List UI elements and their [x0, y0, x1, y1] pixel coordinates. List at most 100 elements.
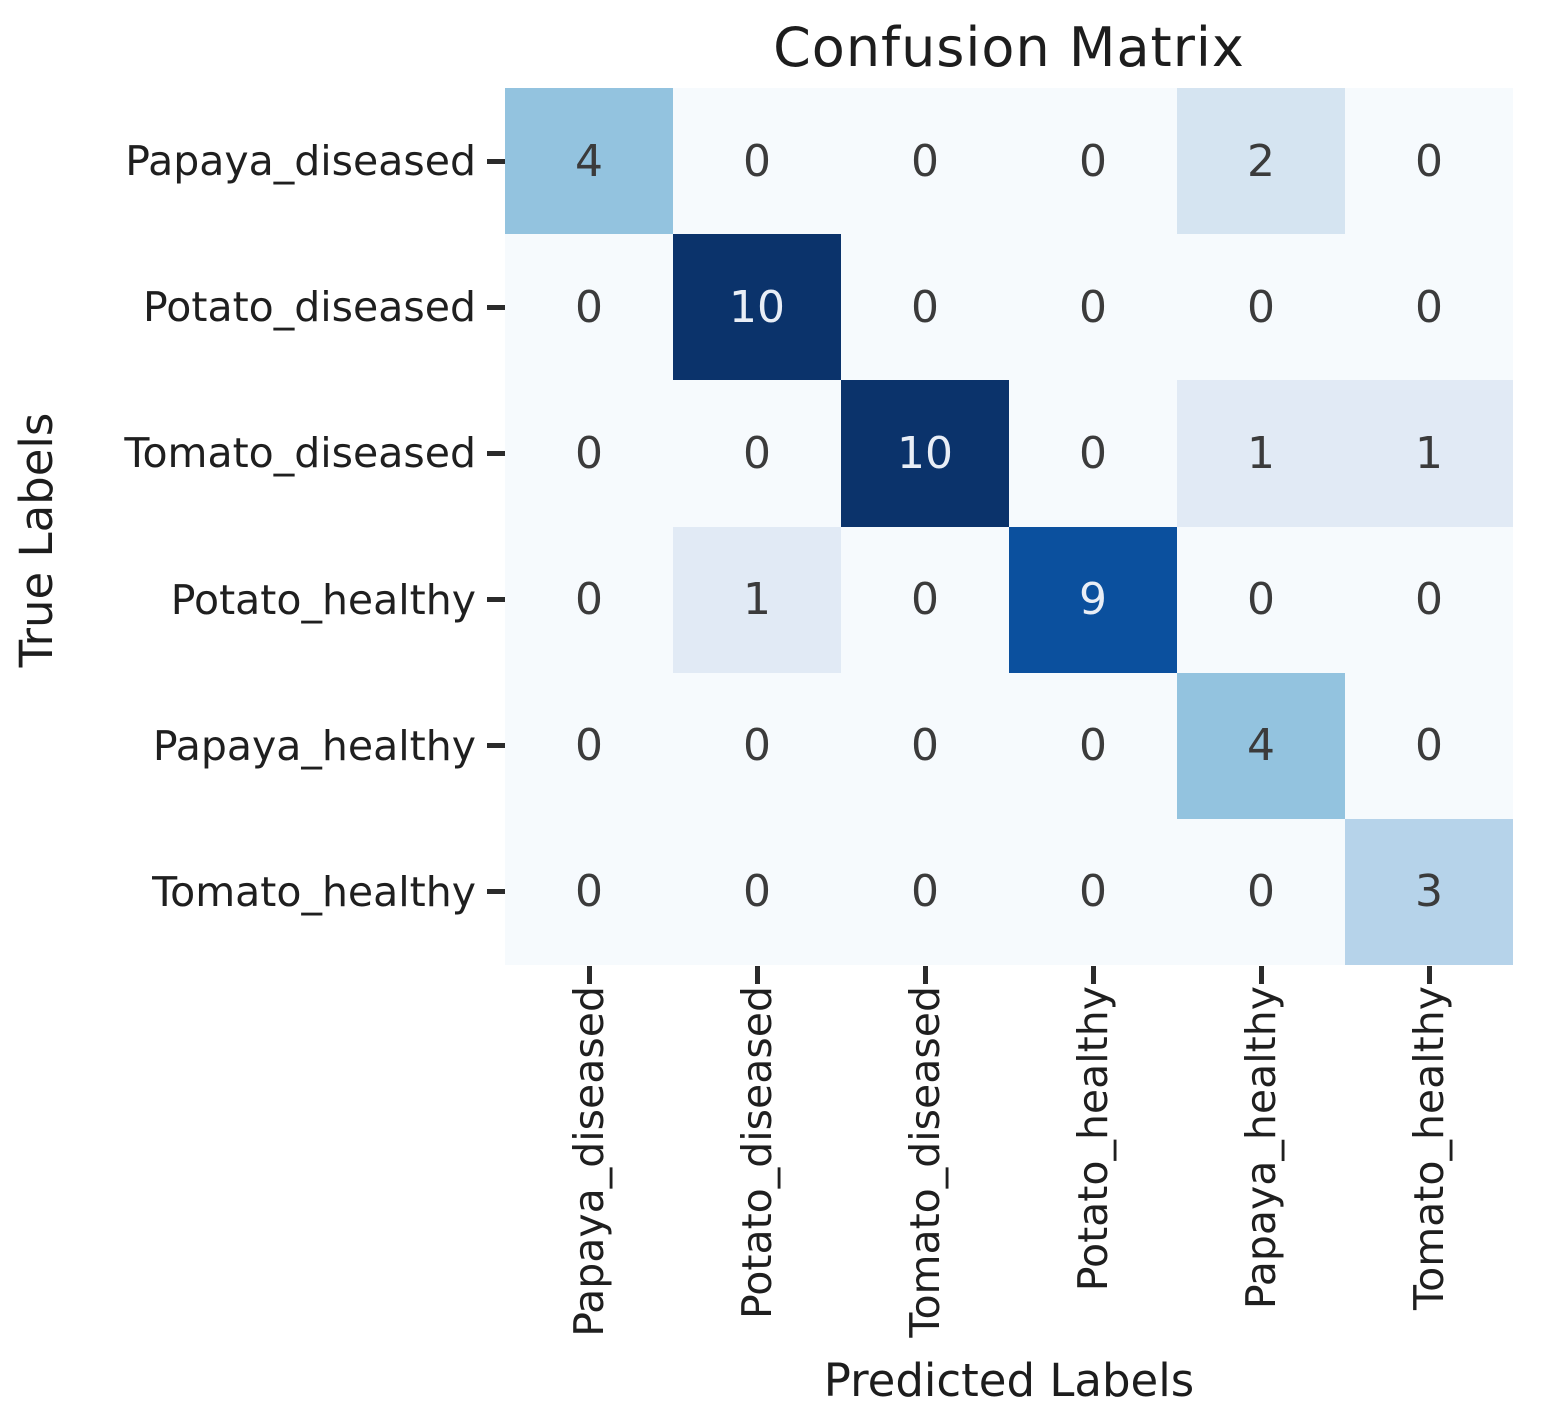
cell-value: 0 — [575, 281, 603, 333]
heatmap-cell: 0 — [1345, 672, 1513, 819]
cell-value: 3 — [1415, 866, 1443, 918]
heatmap-cell: 0 — [673, 672, 841, 819]
cell-value: 0 — [911, 720, 939, 772]
cell-value: 0 — [743, 427, 771, 479]
x-tick-label: Potato_diseased — [733, 986, 781, 1319]
heatmap-cell: 0 — [505, 234, 673, 381]
cell-value: 0 — [1079, 281, 1107, 333]
heatmap-cell: 1 — [1345, 380, 1513, 527]
x-tick-mark — [1426, 966, 1432, 984]
x-tick-label: Tomato_diseased — [901, 986, 949, 1338]
cell-value: 0 — [911, 866, 939, 918]
x-tick-label: Potato_healthy — [1069, 986, 1117, 1292]
x-tick-mark — [586, 966, 592, 984]
chart-title: Confusion Matrix — [773, 16, 1245, 79]
cell-value: 0 — [1415, 281, 1443, 333]
heatmap-cell: 0 — [1009, 672, 1177, 819]
heatmap-cell: 0 — [505, 672, 673, 819]
y-tick-label: Papaya_healthy — [152, 721, 476, 770]
cell-value: 0 — [743, 866, 771, 918]
heatmap-cell: 0 — [841, 818, 1009, 965]
heatmap-cell: 0 — [673, 818, 841, 965]
x-axis-title: Predicted Labels — [823, 1354, 1195, 1407]
x-tick-mark — [754, 966, 760, 984]
cell-value: 0 — [911, 135, 939, 187]
x-tick-mark — [922, 966, 928, 984]
cell-value: 0 — [1247, 574, 1275, 626]
cell-value: 4 — [1247, 720, 1275, 772]
heatmap-cell: 0 — [1009, 818, 1177, 965]
x-tick-mark — [1090, 966, 1096, 984]
heatmap-grid: 4 0 0 0 2 0 0 10 0 0 0 0 0 0 10 0 1 1 0 1 0 9 0 0 0 0 0 0 4 0 0 0 0 0 0 3 — [505, 88, 1513, 965]
cell-value: 0 — [1415, 574, 1443, 626]
heatmap-cell: 0 — [1009, 234, 1177, 381]
heatmap-cell: 9 — [1009, 526, 1177, 673]
heatmap-cell: 0 — [1009, 380, 1177, 527]
cell-value: 0 — [911, 574, 939, 626]
heatmap-cell: 3 — [1345, 818, 1513, 965]
cell-value: 1 — [1247, 427, 1275, 479]
cell-value: 0 — [575, 427, 603, 479]
heatmap-cell: 4 — [1177, 672, 1345, 819]
heatmap-cell: 1 — [673, 526, 841, 673]
y-tick-mark — [487, 304, 505, 310]
cell-value: 0 — [743, 720, 771, 772]
y-tick-label: Tomato_diseased — [124, 429, 476, 478]
x-tick-label: Papaya_healthy — [1237, 986, 1285, 1310]
heatmap-cell: 0 — [1177, 818, 1345, 965]
cell-value: 1 — [743, 574, 771, 626]
cell-value: 0 — [575, 866, 603, 918]
cell-value: 0 — [911, 281, 939, 333]
x-tick-label: Tomato_healthy — [1405, 986, 1453, 1310]
heatmap-cell: 0 — [841, 88, 1009, 235]
heatmap-cell: 1 — [1177, 380, 1345, 527]
cell-value: 0 — [575, 720, 603, 772]
heatmap-cell: 0 — [1009, 88, 1177, 235]
heatmap-cell: 0 — [505, 818, 673, 965]
heatmap-cell: 0 — [673, 88, 841, 235]
heatmap-cell: 4 — [505, 88, 673, 235]
cell-value: 10 — [729, 281, 785, 333]
cell-value: 0 — [1079, 866, 1107, 918]
y-tick-mark — [487, 743, 505, 749]
heatmap-cell: 2 — [1177, 88, 1345, 235]
heatmap-cell: 0 — [505, 526, 673, 673]
y-tick-label: Potato_healthy — [170, 575, 476, 624]
cell-value: 4 — [575, 135, 603, 187]
cell-value: 0 — [1247, 866, 1275, 918]
heatmap-cell: 0 — [841, 526, 1009, 673]
heatmap-cell: 10 — [673, 234, 841, 381]
cell-value: 10 — [897, 427, 953, 479]
cell-value: 0 — [1415, 135, 1443, 187]
cell-value: 0 — [1079, 427, 1107, 479]
cell-value: 0 — [575, 574, 603, 626]
heatmap-cell: 0 — [505, 380, 673, 527]
x-tick-label: Papaya_diseased — [565, 986, 613, 1337]
y-tick-mark — [487, 597, 505, 603]
y-tick-label: Tomato_healthy — [152, 867, 476, 916]
heatmap-cell: 0 — [1177, 234, 1345, 381]
y-tick-mark — [487, 158, 505, 164]
heatmap-cell: 0 — [1345, 234, 1513, 381]
heatmap-cell: 0 — [841, 234, 1009, 381]
cell-value: 0 — [1079, 135, 1107, 187]
heatmap-cell: 0 — [673, 380, 841, 527]
heatmap-cell: 0 — [841, 672, 1009, 819]
cell-value: 0 — [743, 135, 771, 187]
y-tick-mark — [487, 889, 505, 895]
cell-value: 0 — [1247, 281, 1275, 333]
cell-value: 9 — [1079, 574, 1107, 626]
y-tick-label: Potato_diseased — [143, 283, 476, 332]
cell-value: 0 — [1415, 720, 1443, 772]
heatmap-cell: 0 — [1177, 526, 1345, 673]
heatmap-cell: 10 — [841, 380, 1009, 527]
y-tick-mark — [487, 450, 505, 456]
cell-value: 1 — [1415, 427, 1443, 479]
cell-value: 2 — [1247, 135, 1275, 187]
heatmap-cell: 0 — [1345, 526, 1513, 673]
x-tick-mark — [1258, 966, 1264, 984]
heatmap-cell: 0 — [1345, 88, 1513, 235]
cell-value: 0 — [1079, 720, 1107, 772]
y-tick-label: Papaya_diseased — [125, 137, 476, 186]
